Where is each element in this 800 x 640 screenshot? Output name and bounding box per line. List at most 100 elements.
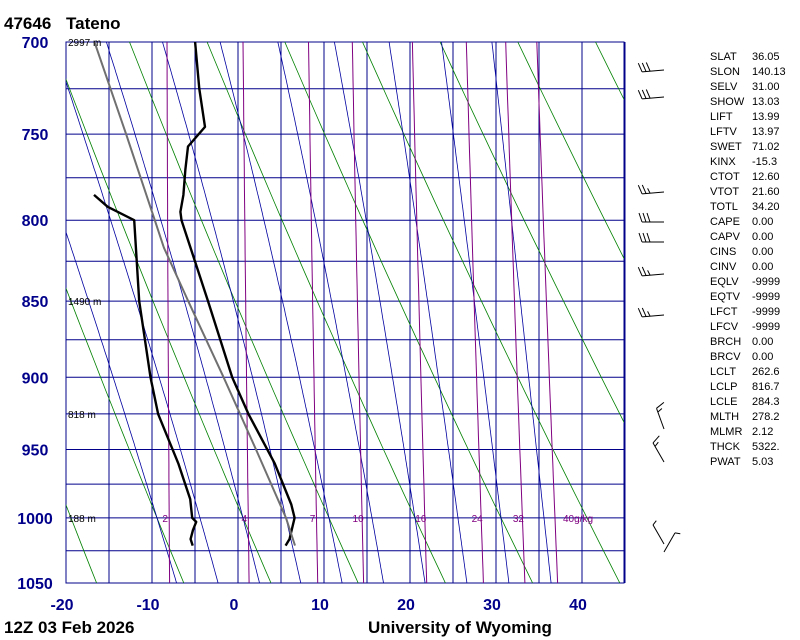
dry-adiabat-line	[517, 42, 624, 260]
wind-barb-full-flag	[642, 212, 647, 223]
dry-adiabat-line	[66, 503, 97, 583]
y-tick-label: 900	[22, 370, 49, 387]
index-value: 278.2	[752, 411, 780, 423]
wind-barb	[663, 532, 681, 553]
wind-barb-full-flag	[638, 212, 643, 223]
credit-label: University of Wyoming	[368, 618, 552, 637]
index-value: 262.6	[752, 366, 780, 378]
index-value: 0.00	[752, 336, 774, 348]
wind-barb-full-flag	[646, 232, 651, 243]
wind-barb-staff	[652, 442, 665, 463]
index-name: BRCV	[710, 351, 741, 363]
index-value: 31.00	[752, 81, 780, 93]
x-tick-label: 30	[483, 597, 501, 614]
wind-barb-full-flag	[641, 184, 647, 194]
wind-barb-full-flag	[645, 62, 651, 72]
wind-barb	[652, 435, 665, 463]
index-value: 5322.	[752, 441, 780, 453]
wind-barb-half-flag	[647, 188, 651, 194]
sounding-series	[93, 42, 296, 547]
x-tick-label: -10	[136, 597, 159, 614]
index-name: TOTL	[710, 201, 738, 213]
index-name: EQTV	[710, 291, 740, 303]
wind-barb-half-flag	[654, 441, 659, 447]
wind-barb-full-flag	[638, 232, 643, 243]
wind-barb-full-flag	[641, 307, 647, 317]
wind-barb-half-flag	[657, 408, 663, 413]
index-name: SHOW	[710, 96, 745, 108]
index-name: VTOT	[710, 186, 740, 198]
mixing-ratio-line	[536, 42, 559, 583]
mixing-ratio-label: 16	[415, 514, 427, 525]
x-tick-label: -20	[50, 597, 73, 614]
index-name: CINS	[710, 246, 737, 258]
axis-labels: 700 750 800 850 900 950 1000 1050 -20 -10 0 10 20 30 4…	[17, 35, 593, 614]
wind-barb-full-flag	[642, 232, 647, 243]
wind-barb-staff	[663, 532, 676, 553]
wind-barb-full-flag	[637, 184, 643, 195]
wind-barb-full-flag	[652, 435, 660, 444]
index-name: SELV	[710, 81, 738, 93]
dry-adiabat-line	[439, 42, 624, 424]
index-name: LFCV	[710, 321, 739, 333]
dry-adiabat-line	[0, 42, 9, 583]
wind-barb	[637, 89, 665, 100]
wind-barb	[637, 62, 665, 73]
station-id: 47646	[4, 14, 51, 33]
index-name: CAPE	[710, 216, 740, 228]
isobar-isotherm-grid	[65, 41, 626, 584]
wind-barb-full-flag	[641, 266, 647, 276]
wind-barb-full-flag	[637, 89, 643, 100]
wind-barb-full-flag	[641, 62, 647, 72]
index-value: -9999	[752, 321, 781, 333]
dry-adiabat-line	[362, 42, 621, 583]
index-name: THCK	[710, 441, 740, 453]
index-value: 140.13	[752, 66, 786, 78]
wind-barb-half-flag	[652, 520, 657, 526]
adiabat-lines	[0, 42, 624, 583]
wind-barb	[638, 212, 664, 223]
index-value: 5.03	[752, 456, 774, 468]
index-value: 34.20	[752, 201, 780, 213]
wind-barb	[637, 266, 665, 277]
x-tick-label: 20	[397, 597, 415, 614]
wind-barb-full-flag	[637, 266, 643, 277]
index-name: LIFT	[710, 111, 733, 123]
index-name: CTOT	[710, 171, 740, 183]
index-name: LFCT	[710, 306, 738, 318]
x-tick-label: 10	[311, 597, 329, 614]
index-name: LFTV	[710, 126, 737, 138]
index-value: 13.03	[752, 96, 780, 108]
height-label: 818 m	[68, 410, 96, 421]
wind-barb-half-flag	[647, 270, 651, 276]
dry-adiabat-line	[206, 42, 446, 583]
wind-barb	[652, 520, 665, 545]
moist-adiabat-line	[66, 80, 219, 583]
mixing-ratio-label: 24	[472, 514, 484, 525]
index-value: 12.60	[752, 171, 780, 183]
height-label: 2997 m	[68, 38, 101, 49]
series-dewpoint-line	[93, 193, 198, 546]
index-value: 13.97	[752, 126, 780, 138]
index-name: SLON	[710, 66, 740, 78]
index-name: LCLP	[710, 381, 738, 393]
mixing-ratio-label: 40g/kg	[563, 514, 593, 525]
plot-frame	[65, 41, 625, 584]
mixing-ratio-line	[308, 42, 319, 583]
index-name: LCLE	[710, 396, 738, 408]
dry-adiabat-line	[66, 78, 272, 583]
mixing-ratio-label: 7	[310, 514, 316, 525]
y-tick-label: 1000	[17, 511, 53, 528]
index-value: 21.60	[752, 186, 780, 198]
index-name: MLMR	[710, 426, 743, 438]
wind-barb-full-flag	[646, 212, 651, 223]
index-value: 36.05	[752, 51, 780, 63]
y-tick-label: 850	[22, 294, 49, 311]
y-tick-label: 700	[22, 35, 49, 52]
index-value: 0.00	[752, 261, 774, 273]
index-value: -15.3	[752, 156, 778, 168]
y-tick-label: 750	[22, 127, 49, 144]
index-value: 0.00	[752, 351, 774, 363]
moist-adiabat-line	[491, 42, 552, 583]
